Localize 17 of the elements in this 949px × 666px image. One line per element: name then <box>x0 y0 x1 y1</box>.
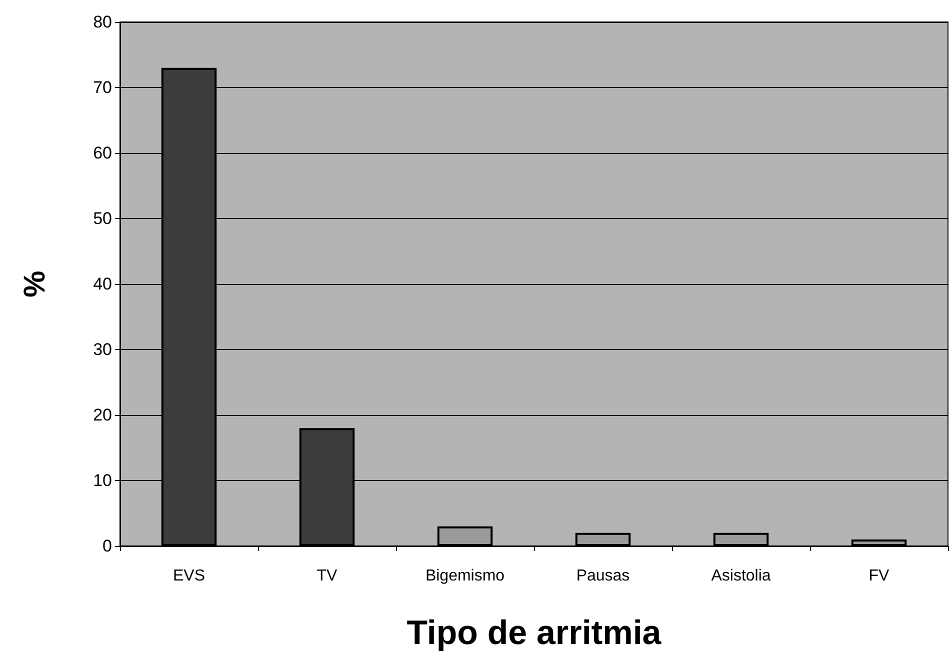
x-tick-label: Asistolia <box>711 568 771 584</box>
y-tick-label: 20 <box>93 406 112 424</box>
y-axis-title: % <box>18 270 52 298</box>
x-tick-label: FV <box>868 568 890 584</box>
x-tick-label: Bigemismo <box>425 568 505 584</box>
y-tick-label: 10 <box>93 471 112 490</box>
x-tick-label: TV <box>316 568 338 584</box>
y-tick-label: 30 <box>93 340 112 359</box>
x-axis-title: Tipo de arritmia <box>406 614 662 652</box>
x-tick-label: EVS <box>172 568 206 584</box>
y-tick-label: 40 <box>93 274 112 294</box>
y-tick-label: 60 <box>93 144 112 162</box>
x-tick-label: Pausas <box>576 568 630 584</box>
y-tick-label: 50 <box>93 209 112 228</box>
y-tick-label: 0 <box>102 536 112 556</box>
y-tick-label: 70 <box>93 78 112 97</box>
y-tick-label: 80 <box>93 12 112 32</box>
